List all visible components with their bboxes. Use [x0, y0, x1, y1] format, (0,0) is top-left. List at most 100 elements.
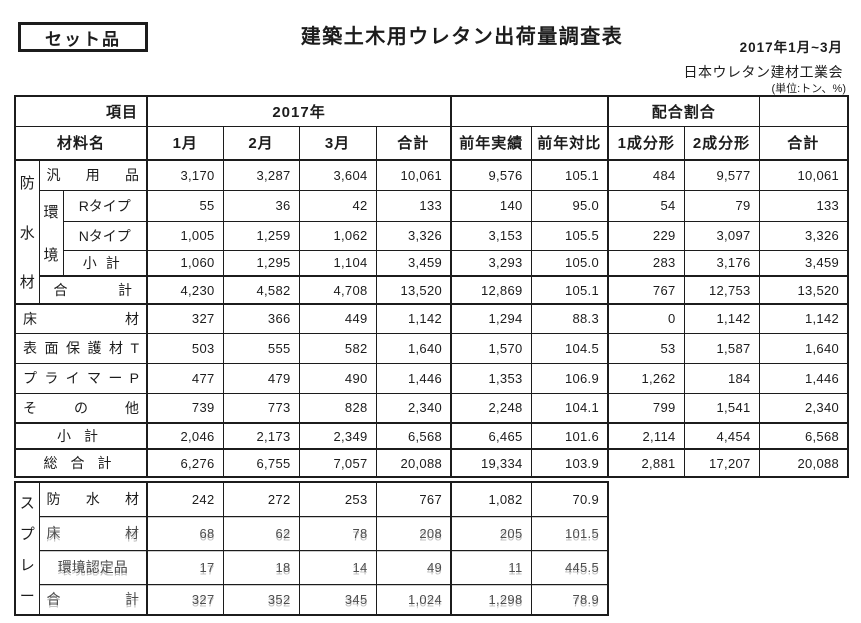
row-waterproof-total: 合計 4,230 4,582 4,708 13,520 12,869 105.1…	[15, 275, 849, 305]
row-label: 小計	[62, 249, 148, 277]
header-col-prev-actual: 前年実績	[450, 125, 532, 161]
cell: 55	[146, 189, 224, 222]
cell: 133	[375, 189, 452, 222]
cell: 3,604	[298, 159, 377, 191]
cell: 12,753	[683, 275, 760, 305]
cell: 106.9	[530, 362, 609, 394]
row-n-type: Nタイプ 1,005 1,259 1,062 3,326 3,153 105.5…	[15, 220, 849, 251]
cell: 101.6	[530, 422, 609, 450]
cell: 2,340	[758, 392, 849, 424]
cell: 352	[222, 583, 300, 616]
cell: 11	[450, 549, 532, 585]
cell: 1,060	[146, 249, 224, 277]
set-item-tag: セット品	[18, 22, 148, 52]
cell: 42	[298, 189, 377, 222]
cell: 253	[298, 481, 377, 517]
header-col-jan: 1月	[146, 125, 224, 161]
organization-name: 日本ウレタン建材工業会	[683, 64, 843, 80]
cell: 555	[222, 332, 300, 364]
group-label-waterproof: 防水材	[14, 159, 40, 305]
cell: 3,459	[375, 249, 452, 277]
cell: 6,755	[222, 448, 300, 478]
header-col-prev-ratio: 前年対比	[530, 125, 609, 161]
cell: 484	[607, 159, 685, 191]
row-label: 合計	[38, 275, 148, 305]
spray-table: スプレー 防水材 242 272 253 767 1,082 70.9 床材 6…	[14, 481, 609, 616]
cell: 767	[375, 481, 452, 517]
spray-row-floor: 床材 68 62 78 208 205 101.5	[15, 515, 609, 551]
cell: 3,293	[450, 249, 532, 277]
cell: 7,057	[298, 448, 377, 478]
cell: 104.5	[530, 332, 609, 364]
spray-vertical-label: スプレー	[19, 494, 35, 605]
row-label: プライマーP	[14, 362, 148, 394]
cell: 1,262	[607, 362, 685, 394]
header-col-blend-total: 合計	[758, 125, 849, 161]
cell: 1,295	[222, 249, 300, 277]
cell: 1,570	[450, 332, 532, 364]
cell: 105.0	[530, 249, 609, 277]
header-year-group: 2017年	[146, 95, 452, 127]
cell: 6,568	[375, 422, 452, 450]
cell: 767	[607, 275, 685, 305]
cell: 0	[607, 303, 685, 334]
cell: 54	[607, 189, 685, 222]
spray-row-total: 合計 327 352 345 1,024 1,298 78.9	[15, 583, 609, 616]
row-label: Rタイプ	[62, 189, 148, 222]
row-subtotal: 小計 2,046 2,173 2,349 6,568 6,465 101.6 2…	[14, 422, 849, 450]
cell: 13,520	[375, 275, 452, 305]
cell: 18	[222, 549, 300, 585]
cell: 3,459	[758, 249, 849, 277]
cell: 327	[146, 583, 224, 616]
cell: 6,276	[146, 448, 224, 478]
row-r-type: 環境 Rタイプ 55 36 42 133 140 95.0 54 79 133	[15, 189, 849, 277]
cell: 2,173	[222, 422, 300, 450]
cell: 1,640	[375, 332, 452, 364]
group-label-environment: 環境	[38, 189, 64, 277]
cell: 208	[375, 515, 452, 551]
cell: 53	[607, 332, 685, 364]
cell: 19,334	[450, 448, 532, 478]
cell: 1,446	[758, 362, 849, 394]
cell: 1,005	[146, 220, 224, 251]
cell: 3,287	[222, 159, 300, 191]
cell: 205	[450, 515, 532, 551]
cell: 20,088	[375, 448, 452, 478]
header-col-mar: 3月	[298, 125, 377, 161]
page-title: 建築土木用ウレタン出荷量調査表	[300, 26, 624, 48]
cell: 479	[222, 362, 300, 394]
cell: 103.9	[530, 448, 609, 478]
cell: 1,142	[375, 303, 452, 334]
cell: 105.1	[530, 275, 609, 305]
cell: 14	[298, 549, 377, 585]
cell: 4,230	[146, 275, 224, 305]
cell: 1,104	[298, 249, 377, 277]
cell: 828	[298, 392, 377, 424]
cell: 78.9	[530, 583, 609, 616]
row-floor-material: 床材 327 366 449 1,142 1,294 88.3 0 1,142 …	[14, 303, 849, 334]
survey-period: 2017年1月~3月	[739, 40, 843, 55]
header-col-feb: 2月	[222, 125, 300, 161]
cell: 101.5	[530, 515, 609, 551]
cell: 229	[607, 220, 685, 251]
header-row-columns: 材料名 1月 2月 3月 合計 前年実績 前年対比 1成分形 2成分形 合計	[14, 125, 849, 161]
cell: 1,298	[450, 583, 532, 616]
row-label: 合計	[38, 583, 148, 616]
cell: 104.1	[530, 392, 609, 424]
row-others: その他 739 773 828 2,340 2,248 104.1 799 1,…	[14, 392, 849, 424]
row-label: その他	[14, 392, 148, 424]
cell: 62	[222, 515, 300, 551]
cell: 1,541	[683, 392, 760, 424]
row-label: 床材	[14, 303, 148, 334]
spray-row-waterproof: スプレー 防水材 242 272 253 767 1,082 70.9	[14, 481, 609, 616]
cell: 4,454	[683, 422, 760, 450]
doc-meta: 2017年1月~3月 日本ウレタン建材工業会	[684, 36, 844, 82]
environment-vertical-label: 環境	[43, 203, 59, 264]
cell: 2,349	[298, 422, 377, 450]
header-item: 項目	[14, 95, 148, 127]
cell: 4,582	[222, 275, 300, 305]
row-label: 小計	[14, 422, 148, 450]
cell: 140	[450, 189, 532, 222]
cell: 6,568	[758, 422, 849, 450]
cell: 345	[298, 583, 377, 616]
